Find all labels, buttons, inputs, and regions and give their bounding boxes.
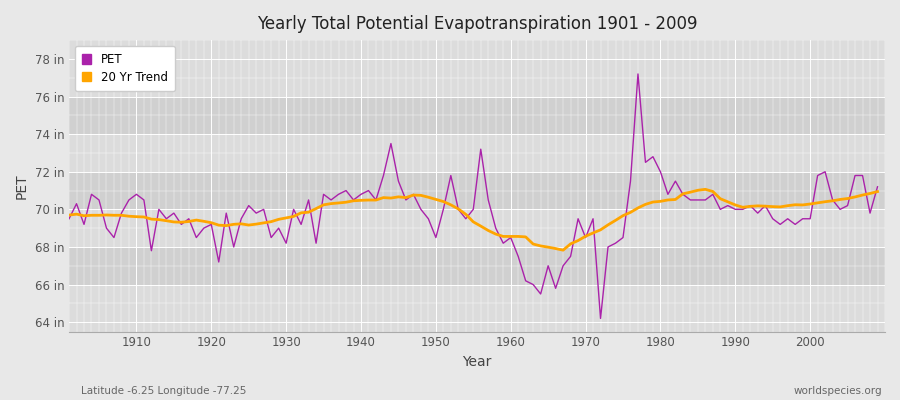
Title: Yearly Total Potential Evapotranspiration 1901 - 2009: Yearly Total Potential Evapotranspiratio… xyxy=(256,15,698,33)
20 Yr Trend xyxy=(505,234,516,239)
Text: worldspecies.org: worldspecies.org xyxy=(794,386,882,396)
20 Yr Trend xyxy=(558,248,569,252)
Bar xyxy=(69,96,885,134)
PET xyxy=(64,216,75,221)
Bar xyxy=(69,284,885,322)
Text: Latitude -6.25 Longitude -77.25: Latitude -6.25 Longitude -77.25 xyxy=(81,386,247,396)
PET xyxy=(123,198,134,202)
20 Yr Trend xyxy=(333,200,344,205)
20 Yr Trend xyxy=(64,213,75,218)
PET xyxy=(872,184,883,189)
Bar xyxy=(69,134,885,172)
PET xyxy=(595,316,606,321)
Bar xyxy=(69,172,885,209)
PET xyxy=(498,241,508,246)
PET xyxy=(505,235,516,240)
PET xyxy=(633,72,643,76)
Bar xyxy=(69,247,885,284)
20 Yr Trend xyxy=(700,187,711,192)
Y-axis label: PET: PET xyxy=(15,173,29,199)
X-axis label: Year: Year xyxy=(463,355,491,369)
PET xyxy=(333,192,344,197)
20 Yr Trend xyxy=(603,222,614,227)
PET xyxy=(288,207,299,212)
20 Yr Trend xyxy=(498,234,508,239)
Bar xyxy=(69,209,885,247)
20 Yr Trend xyxy=(123,214,134,219)
Line: PET: PET xyxy=(69,74,878,318)
Bar xyxy=(69,59,885,96)
20 Yr Trend xyxy=(872,189,883,194)
Legend: PET, 20 Yr Trend: PET, 20 Yr Trend xyxy=(75,46,175,91)
20 Yr Trend xyxy=(288,214,299,219)
PET xyxy=(603,244,614,249)
Line: 20 Yr Trend: 20 Yr Trend xyxy=(69,189,878,250)
